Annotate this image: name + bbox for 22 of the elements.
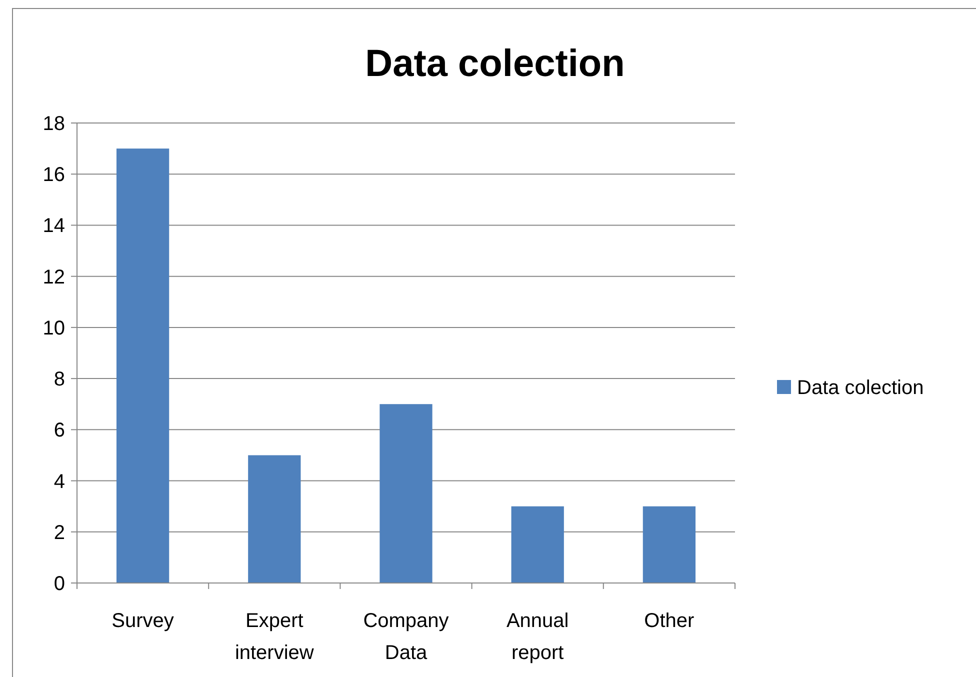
- y-tick-label: 6: [54, 420, 65, 442]
- bar: [380, 404, 432, 583]
- y-tick-label: 18: [42, 113, 65, 135]
- bar: [116, 148, 170, 583]
- y-tick-label: 8: [54, 368, 65, 391]
- y-tick-label: 0: [54, 573, 65, 595]
- bar: [248, 455, 301, 583]
- y-tick-label: 16: [42, 164, 65, 186]
- bar: [642, 506, 696, 583]
- chart-title: Data colection: [365, 43, 625, 85]
- x-tick-label: Annual report: [506, 610, 569, 664]
- x-tick-label: Other: [644, 610, 695, 632]
- x-tick-label: Expert interview: [234, 610, 314, 664]
- bar: [511, 506, 564, 583]
- y-tick-label: 12: [42, 266, 65, 288]
- x-tick-label: Company Data: [363, 610, 449, 664]
- legend-label: Data colection: [797, 377, 924, 399]
- y-tick-label: 4: [54, 470, 65, 493]
- y-tick-label: 2: [54, 522, 65, 544]
- y-tick-label: 10: [42, 317, 65, 340]
- x-tick-label: Survey: [112, 610, 174, 632]
- y-tick-label: 14: [42, 215, 65, 238]
